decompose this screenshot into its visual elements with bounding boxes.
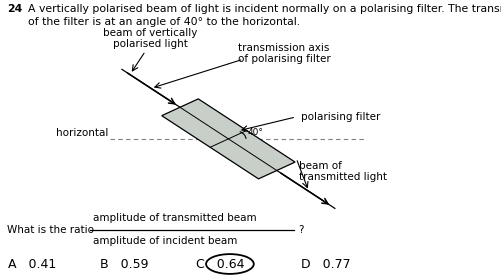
Text: A vertically polarised beam of light is incident normally on a polarising filter: A vertically polarised beam of light is … <box>28 4 501 27</box>
Polygon shape <box>161 99 295 179</box>
Text: ?: ? <box>298 225 304 235</box>
Text: A   0.41: A 0.41 <box>8 257 56 271</box>
Text: amplitude of transmitted beam: amplitude of transmitted beam <box>93 213 256 223</box>
Text: 24: 24 <box>8 4 23 14</box>
Text: transmission axis
of polarising filter: transmission axis of polarising filter <box>238 43 331 64</box>
Text: D   0.77: D 0.77 <box>301 257 350 271</box>
Text: amplitude of incident beam: amplitude of incident beam <box>93 236 237 246</box>
Text: B   0.59: B 0.59 <box>100 257 149 271</box>
Text: What is the ratio: What is the ratio <box>7 225 93 235</box>
Text: 40°: 40° <box>247 128 263 137</box>
Text: C   0.64: C 0.64 <box>195 257 244 271</box>
Text: polarising filter: polarising filter <box>301 112 380 122</box>
Text: horizontal: horizontal <box>56 128 108 138</box>
Text: beam of
transmitted light: beam of transmitted light <box>298 161 386 183</box>
Text: beam of vertically
polarised light: beam of vertically polarised light <box>103 28 197 49</box>
